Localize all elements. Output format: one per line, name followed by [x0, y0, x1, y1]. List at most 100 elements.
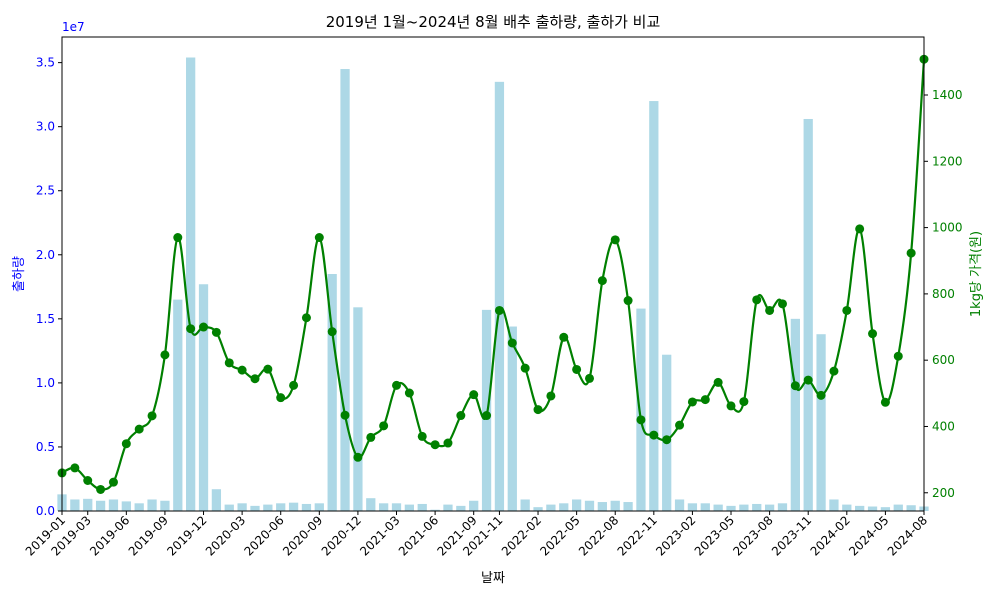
y2-axis-label: 1kg당 가격(원)	[969, 231, 984, 317]
x-tick-label: 2024-02	[808, 513, 853, 558]
price-point	[597, 276, 607, 286]
price-point	[276, 393, 286, 403]
price-point	[121, 439, 131, 449]
price-point	[134, 424, 144, 434]
price-point	[147, 411, 157, 421]
shipment-bar	[829, 499, 839, 511]
x-tick-label: 2023-08	[730, 513, 775, 558]
price-point	[482, 411, 492, 421]
shipment-bar	[687, 503, 698, 511]
shipment-bar	[430, 509, 440, 511]
x-tick-label: 2023-02	[653, 513, 698, 558]
price-point	[70, 463, 80, 473]
price-point	[533, 405, 543, 415]
price-point	[289, 380, 299, 390]
y1-axis-label: 출하량	[12, 256, 27, 292]
price-point	[301, 313, 311, 323]
shipment-bar	[803, 118, 813, 511]
y1-tick-label: 1.5	[36, 312, 55, 326]
price-point	[96, 484, 106, 494]
price-point	[572, 364, 582, 374]
price-point	[752, 295, 762, 305]
price-point	[186, 324, 196, 334]
shipment-bar	[584, 500, 595, 511]
price-point	[726, 401, 736, 411]
y1-tick-label: 1.0	[36, 376, 55, 390]
price-point	[430, 440, 440, 450]
shipment-bar	[160, 500, 170, 511]
price-point	[404, 388, 414, 398]
shipment-bar	[649, 101, 659, 512]
price-point	[353, 452, 363, 462]
shipment-bar	[855, 505, 865, 511]
price-point	[829, 366, 839, 376]
price-point	[880, 397, 890, 407]
price-point	[855, 224, 865, 234]
price-point	[108, 477, 118, 487]
price-point	[675, 420, 685, 430]
price-point	[392, 380, 402, 390]
shipment-bar	[353, 307, 363, 511]
price-point	[507, 338, 517, 348]
shipment-bar	[391, 503, 402, 511]
shipment-bar	[777, 503, 788, 511]
shipment-bar	[366, 498, 376, 511]
shipment-bar	[906, 505, 916, 511]
shipment-bar	[893, 504, 903, 511]
x-tick-label: 2020-12	[319, 513, 364, 558]
y2-tick-label: 800	[932, 287, 955, 301]
shipment-bar	[443, 504, 453, 511]
x-tick-label: 2023-05	[692, 513, 737, 558]
shipment-bar	[597, 502, 607, 511]
shipment-bar	[237, 503, 247, 511]
shipment-bar	[173, 299, 183, 511]
shipment-bar	[95, 500, 106, 511]
price-point	[906, 248, 916, 258]
shipment-bar	[288, 502, 299, 511]
price-point	[224, 358, 234, 368]
x-axis-label: 날짜	[481, 571, 505, 586]
x-tick-label: 2021-03	[357, 513, 402, 558]
shipment-bar	[571, 499, 582, 511]
price-point	[379, 421, 389, 431]
price-point	[687, 397, 697, 407]
shipment-bar	[121, 501, 131, 511]
price-point	[765, 305, 775, 315]
shipment-bar	[70, 499, 80, 511]
price-point	[327, 327, 337, 337]
y2-tick-label: 1200	[932, 154, 963, 168]
price-point	[173, 233, 183, 243]
price-point	[584, 373, 594, 383]
shipment-bar	[340, 69, 350, 511]
shipment-bar	[379, 503, 389, 511]
y1-tick-label: 3.5	[36, 56, 55, 70]
shipment-bar	[842, 504, 852, 511]
x-tick-label: 2024-08	[885, 513, 930, 558]
y2-tick-label: 600	[932, 353, 955, 367]
shipment-bar	[108, 499, 119, 511]
shipment-bar	[533, 507, 543, 511]
shipment-bar	[469, 500, 479, 511]
price-point	[366, 432, 376, 442]
x-tick-label: 2020-09	[280, 513, 325, 558]
price-point	[546, 391, 556, 401]
shipment-bar	[623, 502, 633, 511]
shipment-bar	[404, 504, 415, 511]
x-tick-label: 2021-06	[396, 513, 441, 558]
price-point	[777, 299, 787, 309]
shipment-bar	[83, 498, 93, 511]
bar-series	[57, 57, 929, 512]
x-tick-label: 2020-06	[241, 513, 286, 558]
price-point	[469, 390, 479, 400]
price-point	[700, 395, 710, 405]
price-point	[443, 438, 453, 448]
price-point	[340, 410, 350, 420]
shipment-bar	[250, 505, 260, 511]
price-point	[211, 327, 221, 337]
shipment-bar	[327, 274, 337, 511]
shipment-bar	[301, 503, 312, 511]
x-tick-label: 2022-08	[576, 513, 621, 558]
shipment-bar	[147, 499, 157, 511]
price-point	[237, 365, 247, 375]
shipment-bar	[610, 500, 620, 511]
